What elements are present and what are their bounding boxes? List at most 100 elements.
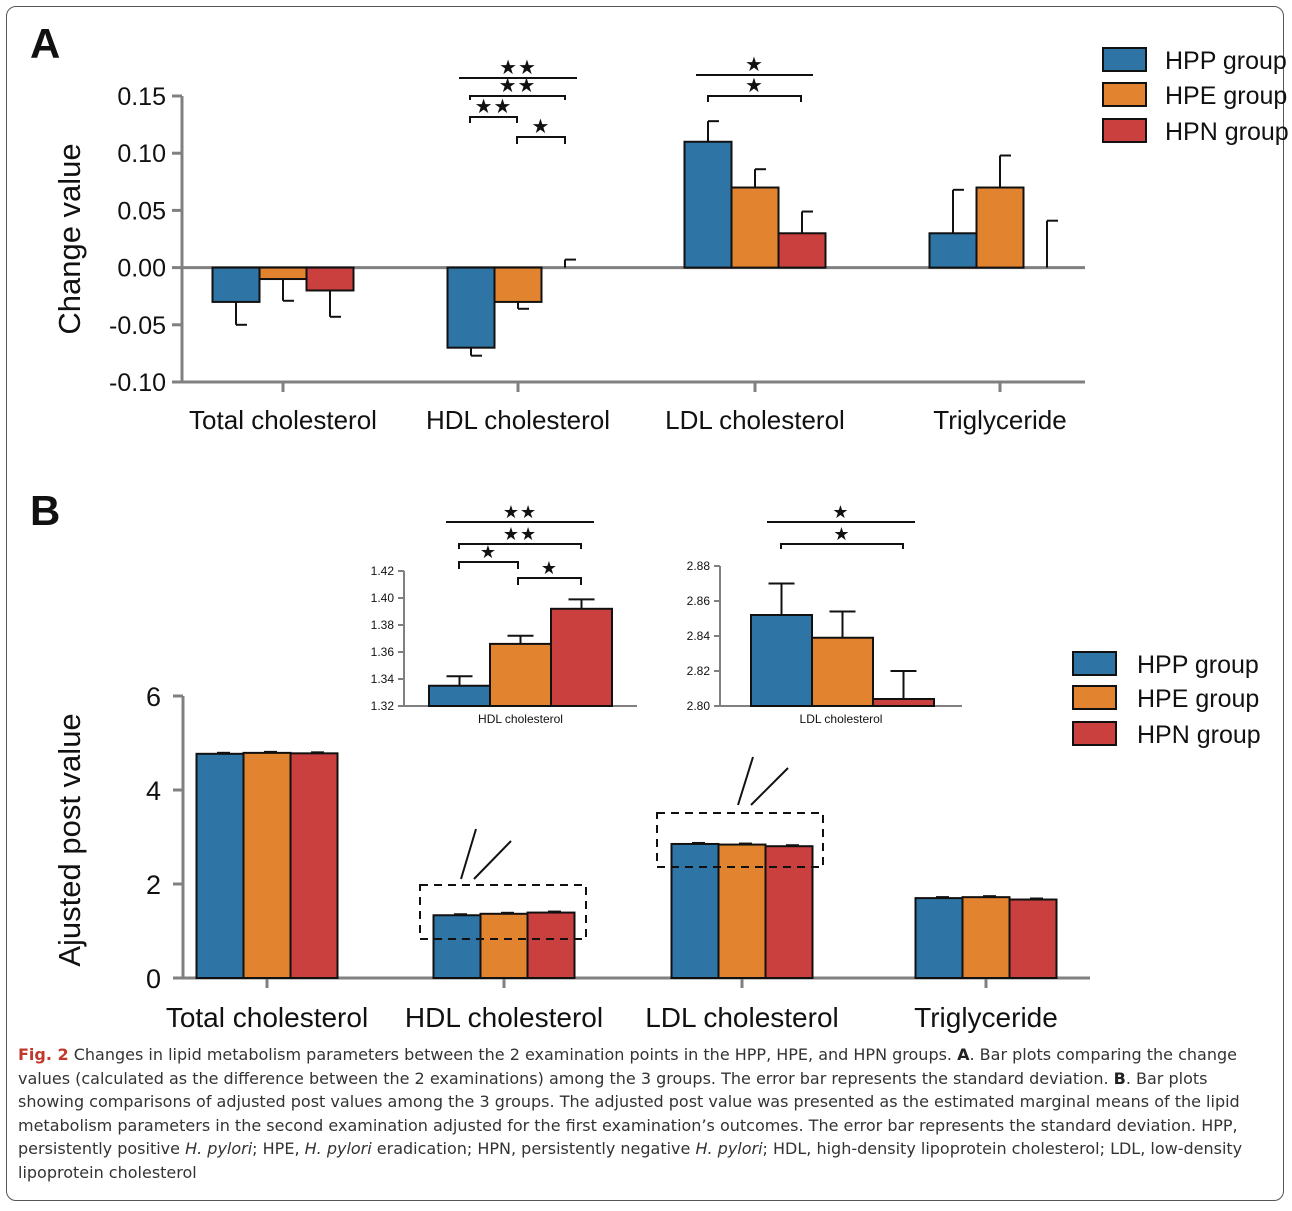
panel-b-zoom-pointer	[750, 767, 789, 806]
inset-ldl-y-tick-label: 2.80	[687, 699, 711, 713]
caption-text-5: eradication; HPN, persistently negative	[371, 1139, 696, 1158]
panel-b-zoom-box-ldl	[656, 812, 824, 868]
panel-a-bar-hpe	[975, 186, 1025, 269]
inset-hdl-sig-hpp-hpn-label: ★★	[503, 502, 537, 522]
panel-a-x-tick-label: LDL cholesterol	[665, 405, 845, 435]
inset-hdl-y-tick-label: 1.34	[371, 672, 395, 686]
panel-a-bar-hpe	[730, 186, 780, 269]
caption-text-4: ; HPE,	[252, 1139, 305, 1158]
panel-b-bar-hpn	[764, 845, 814, 979]
caption-text-1: Changes in lipid metabolism parameters b…	[68, 1045, 958, 1064]
inset-hdl-y-tick-label: 1.38	[371, 618, 395, 632]
panel-b-legend-swatch-hpp	[1072, 651, 1117, 676]
panel-b-bar-hpp	[432, 914, 482, 980]
inset-ldl-y-tick-label: 2.84	[687, 629, 711, 643]
panel-b-label: B	[30, 487, 60, 534]
panel-a-legend-swatch-hpp	[1102, 47, 1147, 72]
panel-b-zoom-pointer	[473, 840, 512, 880]
panel-a-label: A	[30, 20, 60, 67]
panel-b-zoom-pointer	[737, 756, 754, 806]
inset-ldl-sig-hpp-hpn-2	[780, 543, 904, 549]
panel-b-y-tick-label: 6	[146, 682, 161, 712]
panel-b-zoom-pointer	[460, 828, 477, 880]
panel-b-zoom-box-hdl	[419, 884, 587, 940]
figure-frame	[6, 6, 1284, 1201]
inset-hdl-sig-hpp-hpe-label: ★	[480, 542, 497, 562]
inset-hdl-bar-hpn	[550, 607, 613, 707]
panel-a-x-tick-label: Triglyceride	[933, 405, 1066, 435]
inset-ldl-bar-hpe	[811, 636, 874, 707]
inset-ldl-y-tick-label: 2.88	[687, 559, 711, 573]
inset-hdl-bar-hpe	[489, 642, 552, 708]
panel-a-bar-hpe	[493, 266, 543, 303]
panel-b-bar-hpe	[242, 751, 292, 979]
panel-a-bar-hpp	[211, 266, 261, 303]
panel-b-y-tick-label: 0	[146, 964, 161, 994]
panel-b-x-tick-label: LDL cholesterol	[645, 1002, 839, 1033]
caption-text-3: . Bar plots showing comparisons of adjus…	[18, 1068, 1240, 1159]
inset-hdl-y-tick-label: 1.42	[371, 564, 395, 578]
caption-fig-label: Fig. 2	[18, 1045, 69, 1064]
panel-b-bar-hpe	[717, 843, 767, 980]
panel-a-x-tick-label: Total cholesterol	[189, 405, 377, 435]
inset-hdl-y-tick-label: 1.40	[371, 591, 395, 605]
inset-ldl-sig-hpp-hpn-label: ★	[832, 502, 849, 522]
panel-b-y-tick-label: 2	[146, 870, 161, 900]
inset-hdl-bar-hpp	[428, 684, 491, 707]
panel-a-y-tick-label: 0.05	[117, 197, 166, 225]
panel-b-bar-hpe	[961, 896, 1011, 979]
panel-a-y-tick-label: -0.05	[109, 312, 166, 340]
panel-b-y-tick-label: 4	[146, 776, 161, 806]
inset-hdl-x-axis-title: HDL cholesterol	[478, 712, 563, 726]
panel-a-sig-ldl-hpp-hpn-2	[707, 95, 802, 102]
panel-a-y-tick-label: 0.10	[117, 140, 166, 168]
panel-a-sig-hdl-hpe-hpn-2-label: ★	[532, 116, 551, 138]
panel-a-y-tick-label: 0.15	[117, 83, 166, 111]
panel-a-sig-hdl-hpp-hpe	[469, 116, 518, 123]
panel-a-legend-label: HPP group	[1165, 47, 1287, 75]
panel-a-bar-hpn	[305, 266, 355, 292]
inset-ldl-bar-hpp	[750, 614, 813, 707]
panel-a-bar-hpn	[777, 232, 827, 269]
caption-panel-a: A	[957, 1045, 970, 1064]
caption-panel-b: B	[1113, 1068, 1126, 1088]
panel-b-y-axis-title: Ajusted post value	[52, 713, 87, 966]
panel-a-y-axis-title: Change value	[52, 143, 87, 334]
panel-a-sig-hdl-hpe-hpn	[469, 95, 566, 100]
panel-a-legend-label: HPE group	[1165, 82, 1287, 110]
panel-a-sig-hdl-hpp-hpn-label: ★★	[499, 57, 537, 79]
caption-text-2: . Bar plots comparing the change values …	[18, 1045, 1237, 1088]
caption-text-6: ; HDL, high-density lipoprotein choleste…	[18, 1139, 1243, 1182]
panel-a-y-tick-label: -0.10	[109, 369, 166, 397]
panel-a-legend-swatch-hpn	[1102, 118, 1147, 143]
inset-ldl-sig-hpp-hpn-2-label: ★	[833, 524, 850, 544]
panel-a-legend-label: HPN group	[1165, 118, 1289, 146]
panel-b-bar-hpp	[670, 842, 720, 979]
inset-hdl-sig-hpe-hpn-2-label: ★	[541, 558, 558, 578]
inset-ldl-y-tick-label: 2.82	[687, 664, 711, 678]
caption-hpylori-1: H. pylori	[185, 1139, 253, 1158]
panel-a-sig-ldl-hpp-hpn-2-label: ★	[745, 75, 764, 97]
inset-hdl-sig-hpe-hpn-label: ★★	[503, 524, 537, 544]
panel-b-x-tick-label: HDL cholesterol	[405, 1002, 603, 1033]
panel-b-bar-hpe	[479, 912, 529, 979]
panel-a-bar-hpp	[446, 266, 496, 349]
inset-hdl-sig-hpp-hpe	[458, 561, 519, 569]
inset-ldl-y-tick-label: 2.86	[687, 594, 711, 608]
panel-b-legend-swatch-hpn	[1072, 721, 1117, 746]
panel-b-bar-hpn	[289, 752, 339, 980]
inset-hdl-sig-hpe-hpn	[458, 543, 582, 549]
inset-hdl-y-tick-label: 1.32	[371, 699, 395, 713]
panel-b-legend-label: HPP group	[1137, 651, 1259, 679]
inset-ldl-x-axis-title: LDL cholesterol	[800, 712, 883, 726]
panel-b-bar-hpp	[914, 897, 964, 979]
caption-hpylori-2: H. pylori	[304, 1139, 372, 1158]
panel-b-bar-hpn	[526, 911, 576, 979]
panel-b-legend-swatch-hpe	[1072, 685, 1117, 710]
panel-b-bar-hpn	[1008, 898, 1058, 980]
figure-caption: Fig. 2 Changes in lipid metabolism param…	[18, 1043, 1276, 1184]
panel-a-sig-ldl-hpp-hpn-label: ★	[745, 54, 764, 76]
panel-a-sig-hdl-hpp-hpe-label: ★★	[475, 96, 513, 118]
inset-hdl-y-tick-label: 1.36	[371, 645, 395, 659]
panel-a-legend-swatch-hpe	[1102, 82, 1147, 107]
